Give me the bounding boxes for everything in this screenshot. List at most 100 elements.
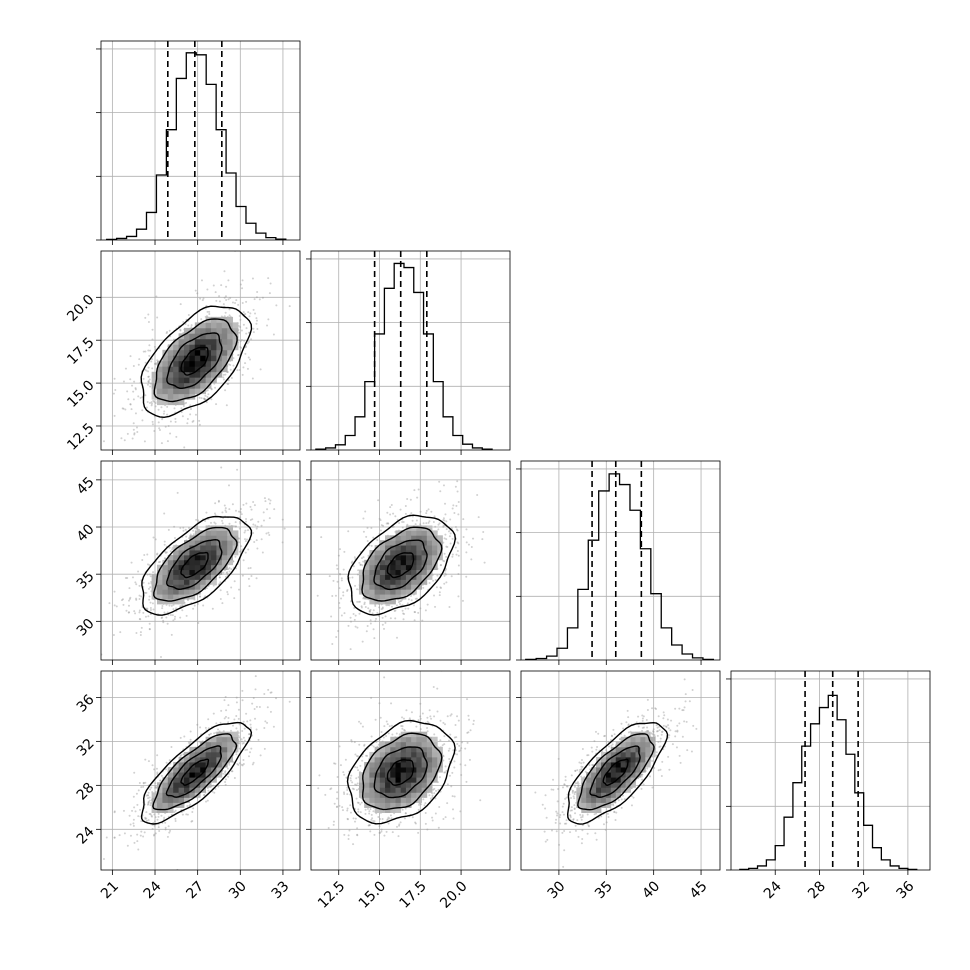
scatter-point [404, 512, 407, 515]
scatter-point [458, 744, 461, 747]
scatter-point [145, 794, 148, 797]
density-cell [194, 388, 201, 395]
density-cell [211, 756, 217, 763]
density-cell [205, 535, 212, 541]
scatter-point [140, 830, 143, 833]
scatter-point [338, 606, 341, 609]
density-cell [374, 599, 381, 605]
scatter-point [149, 608, 152, 611]
scatter-point [202, 604, 205, 607]
scatter-point [203, 397, 206, 400]
density-cell [162, 579, 169, 585]
scatter-point [373, 833, 376, 836]
scatter-point [266, 508, 269, 511]
scatter-point [459, 749, 462, 752]
scatter-point [356, 573, 359, 576]
scatter-point [248, 585, 251, 588]
scatter-point [215, 722, 218, 725]
scatter-point [237, 303, 240, 306]
density-cell [173, 767, 180, 773]
density-cell [400, 584, 407, 590]
marginal-histogram [306, 250, 511, 455]
density-cell [184, 589, 190, 595]
scatter-point [199, 595, 202, 598]
scatter-point [181, 609, 184, 612]
scatter-point [204, 394, 207, 397]
scatter-point [444, 771, 447, 774]
scatter-point [159, 779, 162, 782]
scatter-point [186, 813, 189, 816]
scatter-point [419, 728, 422, 731]
density-cell [379, 589, 386, 595]
scatter-point [167, 825, 170, 828]
scatter-point [288, 305, 291, 308]
density-cell [194, 540, 201, 546]
density-cell [232, 333, 239, 340]
scatter-point [468, 758, 471, 761]
scatter-point [363, 603, 366, 606]
density-cell [178, 574, 185, 580]
density-cell [400, 589, 407, 595]
scatter-point [249, 726, 252, 729]
density-cell [151, 792, 158, 798]
scatter-point [108, 602, 111, 605]
scatter-point [251, 702, 254, 705]
density-cell [432, 545, 438, 551]
density-cell [157, 594, 163, 600]
scatter-point [368, 824, 371, 827]
density-cell [178, 371, 185, 378]
contour-line [361, 526, 443, 602]
density-cell [157, 388, 163, 395]
scatter-point [227, 298, 230, 301]
scatter-point [211, 607, 214, 610]
scatter-point [379, 519, 382, 522]
scatter-point [221, 511, 224, 514]
density-cell [390, 569, 396, 575]
scatter-point [357, 600, 360, 603]
scatter-point [227, 775, 230, 778]
density-cell [426, 574, 433, 580]
scatter-point [266, 721, 269, 724]
scatter-point [343, 550, 346, 553]
contour-line [153, 526, 238, 602]
density-cell [184, 554, 190, 561]
scatter-point [218, 576, 221, 579]
scatter-point [417, 831, 420, 834]
scatter-point [461, 599, 464, 602]
scatter-point [395, 636, 398, 639]
scatter-point [399, 821, 402, 824]
density-cell [184, 338, 190, 345]
scatter-point [417, 488, 420, 491]
scatter-point [175, 435, 178, 438]
density-cell [200, 746, 207, 753]
scatter-point [230, 377, 233, 380]
density-cell [421, 574, 428, 580]
scatter-point [245, 502, 248, 505]
scatter-point [263, 747, 266, 750]
scatter-point [362, 530, 365, 533]
scatter-point [415, 519, 418, 522]
scatter-point [255, 705, 258, 708]
scatter-point [245, 712, 248, 715]
scatter-point [130, 408, 133, 411]
density-cell [211, 322, 217, 329]
x-tick-label: 36 [894, 878, 918, 902]
density-cell [157, 569, 163, 575]
scatter-point [352, 817, 355, 820]
scatter-point [124, 577, 127, 580]
scatter-point [340, 577, 343, 580]
scatter-point [260, 524, 263, 527]
scatter-point [269, 282, 272, 285]
density-cell [400, 579, 407, 585]
scatter-point [252, 523, 255, 526]
scatter-point [179, 328, 182, 331]
scatter-point [145, 811, 148, 814]
density-cell [432, 550, 438, 556]
density-cell [227, 550, 234, 556]
density-cell [216, 530, 223, 536]
scatter-point [174, 615, 177, 618]
density-cell [416, 574, 422, 580]
scatter-point [163, 543, 166, 546]
scatter-point [236, 369, 239, 372]
scatter-point [228, 508, 231, 511]
